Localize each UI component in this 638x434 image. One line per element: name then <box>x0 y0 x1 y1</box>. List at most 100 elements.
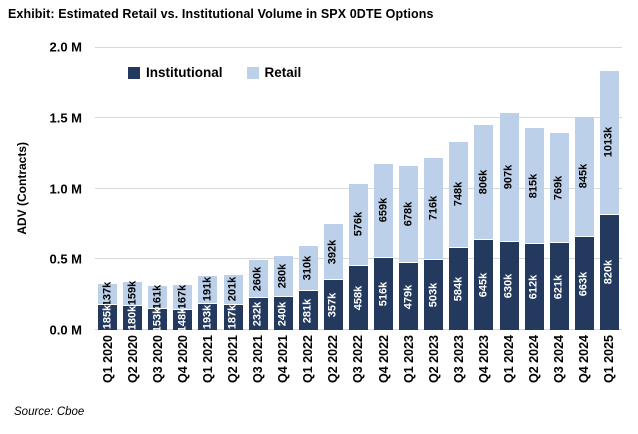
x-tick-label-text: Q1 2024 <box>502 335 517 383</box>
bar-segment-retail: 280k <box>273 256 293 297</box>
x-tick-label: Q4 2023 <box>471 335 496 399</box>
bar-segment-retail: 159k <box>123 281 143 306</box>
bar-segment-retail: 748k <box>449 141 469 248</box>
x-tick-label: Q3 2021 <box>246 335 271 399</box>
x-tick-label: Q2 2023 <box>421 335 446 399</box>
bar-q1-2020: 137k 185k <box>98 282 118 330</box>
x-tick-label-text: Q1 2020 <box>100 335 115 383</box>
bar-label-institutional: 458k <box>352 285 364 311</box>
bar-q3-2021: 260k 232k <box>248 260 268 330</box>
bar-label-retail: 845k <box>577 164 590 189</box>
bar-segment-retail: 1013k <box>599 70 619 214</box>
x-tick-label: Q1 2020 <box>95 335 120 399</box>
x-tick-label-text: Q3 2024 <box>552 335 567 383</box>
bar-label-institutional: 621k <box>552 274 565 299</box>
grid-line <box>95 47 622 48</box>
bar-segment-retail: 716k <box>424 157 444 259</box>
bar-segment-retail: 260k <box>248 260 268 298</box>
bar-segment-institutional: 503k <box>424 258 444 330</box>
x-tick-label: Q3 2024 <box>547 335 572 399</box>
x-tick-label: Q4 2022 <box>371 335 396 399</box>
bar-label-institutional: 479k <box>402 284 415 309</box>
x-tick-label-text: Q4 2022 <box>376 335 391 383</box>
x-tick-label-text: Q1 2021 <box>200 335 215 383</box>
legend-label-institutional: Institutional <box>146 65 223 80</box>
x-tick-label-text: Q2 2021 <box>226 335 241 383</box>
y-axis-tick-labels: 0.0 M 0.5 M 1.0 M 1.5 M 2.0 M <box>0 40 82 338</box>
x-tick-label: Q2 2024 <box>522 335 547 399</box>
bar-label-institutional: 503k <box>427 282 440 308</box>
bar-q1-2022: 310k 281k <box>298 246 318 330</box>
x-tick-label-text: Q1 2022 <box>301 335 316 383</box>
bar-segment-retail: 167k <box>173 285 193 309</box>
bar-q1-2024: 907k 630k <box>499 112 519 330</box>
bar-segment-institutional: 458k <box>349 265 368 330</box>
bar-label-retail: 815k <box>527 173 540 198</box>
bar-segment-institutional: 645k <box>474 238 494 330</box>
bar-q4-2021: 280k 240k <box>273 256 293 330</box>
bar-label-retail: 260k <box>251 266 264 292</box>
bar-q4-2022: 659k 516k <box>374 163 394 330</box>
bar-q3-2024: 769k 621k <box>549 133 569 330</box>
bar-label-retail: 769k <box>552 175 565 200</box>
bar-segment-institutional: 187k <box>223 303 243 330</box>
bar-label-retail: 280k <box>276 263 289 289</box>
bar-segment-retail: 806k <box>474 124 494 239</box>
bar-label-retail: 576k <box>352 212 364 237</box>
bar-segment-institutional: 516k <box>374 256 394 330</box>
bar-segment-retail: 310k <box>298 246 318 291</box>
bar-label-institutional: 645k <box>477 272 490 298</box>
bar-segment-retail: 161k <box>148 285 168 309</box>
bar-label-institutional: 193k <box>201 304 214 330</box>
bar-q2-2020: 159k 180k <box>123 281 143 331</box>
bar-segment-retail: 191k <box>198 275 218 303</box>
x-tick-label: Q2 2021 <box>220 335 245 399</box>
bar-label-retail: 659k <box>377 198 390 223</box>
x-tick-label: Q1 2022 <box>296 335 321 399</box>
bar-label-institutional: 180k <box>126 305 139 331</box>
bar-segment-institutional: 240k <box>273 296 293 330</box>
bar-segment-retail: 845k <box>574 116 594 237</box>
bar-label-retail: 310k <box>301 256 314 281</box>
legend-label-retail: Retail <box>264 65 302 80</box>
bar-segment-retail: 392k <box>323 224 343 280</box>
x-tick-label: Q2 2020 <box>120 335 145 399</box>
bar-label-retail: 806k <box>477 169 490 194</box>
bar-segment-institutional: 153k <box>148 307 168 332</box>
bar-q3-2023: 748k 584k <box>449 141 469 330</box>
bar-label-retail: 1013k <box>602 127 615 158</box>
y-tick-label: 1.0 M <box>49 181 82 196</box>
bar-label-institutional: 584k <box>452 276 465 302</box>
bar-q3-2020: 161k 153k <box>148 285 168 332</box>
x-tick-label-text: Q2 2024 <box>527 335 542 383</box>
x-tick-label-text: Q4 2020 <box>175 335 190 383</box>
bar-segment-institutional: 584k <box>449 247 469 330</box>
bar-segment-institutional: 630k <box>499 240 519 330</box>
bar-segment-institutional: 180k <box>123 304 143 331</box>
bar-segment-institutional: 185k <box>98 303 118 330</box>
bar-label-retail: 678k <box>402 202 415 227</box>
bar-label-retail: 907k <box>502 164 515 189</box>
legend-swatch-institutional <box>128 66 140 79</box>
bar-label-institutional: 357k <box>326 292 339 318</box>
x-tick-label: Q3 2022 <box>346 335 371 399</box>
x-tick-label-text: Q3 2021 <box>251 335 266 383</box>
bar-label-institutional: 153k <box>151 307 164 332</box>
bar-segment-institutional: 479k <box>399 262 419 330</box>
x-tick-label: Q3 2020 <box>145 335 170 399</box>
bar-label-institutional: 820k <box>602 260 615 285</box>
legend-item-institutional: Institutional <box>128 65 223 80</box>
bar-label-retail: 191k <box>201 276 214 302</box>
bar-label-retail: 392k <box>326 239 339 264</box>
bar-q2-2024: 815k 612k <box>524 128 544 330</box>
bar-segment-institutional: 621k <box>549 242 569 330</box>
bar-label-retail: 748k <box>452 182 465 207</box>
bar-label-institutional: 148k <box>176 307 189 333</box>
bar-label-institutional: 185k <box>101 305 114 330</box>
bar-label-institutional: 281k <box>301 298 314 323</box>
bar-label-institutional: 663k <box>577 271 590 296</box>
bar-label-institutional: 612k <box>527 274 540 300</box>
x-tick-label-text: Q1 2023 <box>401 335 416 383</box>
bar-segment-institutional: 281k <box>298 290 318 330</box>
bar-q2-2022: 392k 357k <box>323 224 343 330</box>
